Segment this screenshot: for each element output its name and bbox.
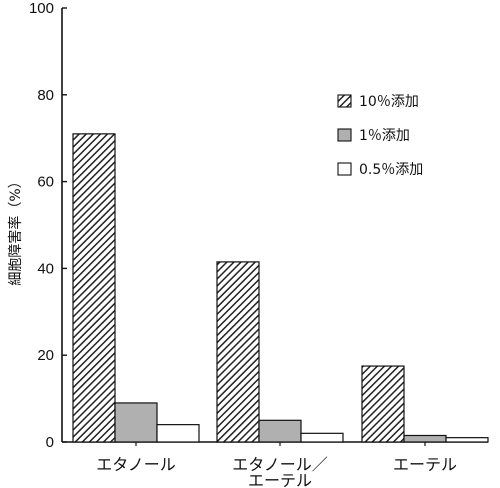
x-category-label: エーテル (248, 471, 312, 488)
bar (72, 133, 116, 443)
axes (61, 8, 488, 443)
bar (216, 261, 260, 443)
legend-label: 0.5％添加 (359, 162, 423, 178)
x-category-label: エタノール／ (232, 455, 328, 474)
y-tick-label: 100 (29, 0, 54, 17)
legend-label: 1％添加 (359, 128, 410, 144)
y-tick-label: 20 (37, 347, 54, 364)
legend-swatch (337, 94, 352, 108)
bar (156, 424, 200, 443)
y-tick-label: 0 (46, 434, 54, 451)
y-axis-ticks: 0 20 40 60 80 100 (29, 0, 67, 451)
legend-swatch (337, 162, 352, 176)
bar (445, 437, 489, 443)
y-axis-label: 細胞障害率（%） (7, 174, 24, 285)
bar (403, 434, 447, 443)
y-tick-label: 60 (37, 174, 54, 191)
y-tick-label: 40 (37, 260, 54, 277)
bar (258, 419, 302, 443)
legend-swatch (337, 128, 352, 142)
legend-label: 10％添加 (359, 94, 419, 110)
bar (361, 365, 405, 443)
bar (114, 402, 158, 443)
bars (72, 133, 489, 446)
legend: 10％添加 1％添加 0.5％添加 (337, 94, 423, 178)
x-category-label: エーテル (393, 455, 457, 474)
y-tick-label: 80 (37, 87, 54, 104)
bar (300, 432, 344, 443)
x-category-label: エタノール (96, 455, 176, 474)
